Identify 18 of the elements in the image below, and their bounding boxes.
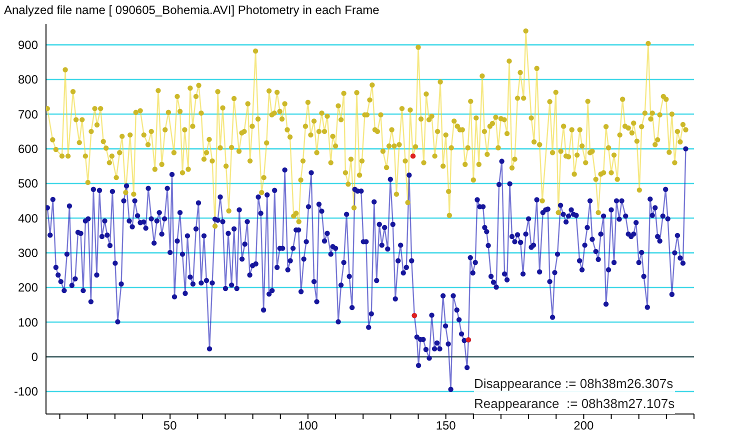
chart-title: Analyzed file name [ 090605_Bohemia.AVI] Photometry in each Frame bbox=[4, 3, 380, 17]
y-tick-label: -100 bbox=[14, 384, 38, 399]
annotation: Reappearance := 08h38m27.107s bbox=[474, 395, 675, 413]
y-tick-label: 300 bbox=[18, 246, 38, 260]
y-tick-label: 500 bbox=[18, 176, 38, 191]
annotation: Disappearance := 08h38m26.307s bbox=[474, 375, 674, 393]
x-tick-label: 150 bbox=[436, 418, 456, 433]
x-tick-label: 200 bbox=[574, 418, 594, 433]
y-tick-label: 600 bbox=[18, 142, 38, 156]
y-tick-label: 400 bbox=[18, 211, 38, 226]
y-tick-label: 700 bbox=[18, 107, 38, 122]
x-tick-label: 50 bbox=[163, 418, 178, 433]
y-tick-label: 200 bbox=[18, 280, 38, 295]
y-tick-label: 900 bbox=[18, 38, 38, 52]
y-tick-label: 100 bbox=[18, 315, 38, 330]
y-tick-label: 0 bbox=[31, 350, 38, 364]
x-tick-label: 100 bbox=[298, 418, 318, 433]
y-tick-label: 800 bbox=[18, 72, 38, 87]
